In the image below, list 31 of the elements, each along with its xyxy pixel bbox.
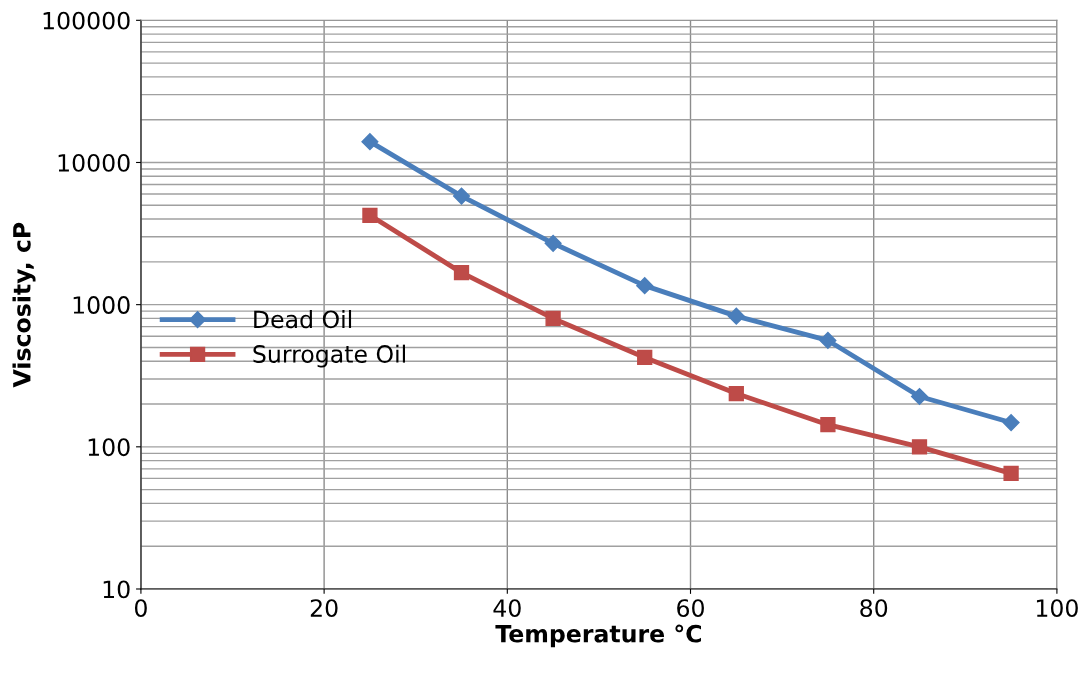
legend-label: Surrogate Oil: [253, 344, 405, 368]
point: [453, 264, 470, 281]
y-tick-label: 100: [88, 438, 130, 457]
point: [1002, 414, 1020, 432]
x-axis-title: Temperature °C: [495, 624, 701, 648]
x-tick-label: 80: [860, 599, 888, 617]
y-tick-label: 1000: [73, 296, 130, 314]
point: [362, 207, 378, 223]
point: [910, 387, 929, 406]
point: [727, 307, 745, 325]
point: [544, 234, 562, 252]
x-tick-label: 60: [677, 599, 704, 617]
x-tick-label: 20: [310, 599, 338, 617]
point: [820, 417, 836, 433]
legend-label: Dead Oil: [254, 310, 352, 329]
point: [728, 385, 744, 402]
point: [819, 331, 837, 350]
point: [545, 310, 561, 327]
point: [637, 349, 653, 366]
y-tick-label: 100000: [43, 11, 130, 30]
point: [911, 439, 928, 455]
point: [452, 187, 471, 205]
y-tick-label: 10000: [58, 153, 130, 172]
point: [361, 133, 379, 151]
y-axis-title: Viscosity, cP: [12, 222, 36, 388]
x-tick-label: 40: [493, 599, 521, 617]
point: [1003, 465, 1019, 482]
point: [636, 277, 654, 295]
y-tick-label: 10: [103, 580, 130, 599]
x-tick-label: 100: [1036, 599, 1078, 617]
x-tick-label: 0: [134, 599, 147, 617]
